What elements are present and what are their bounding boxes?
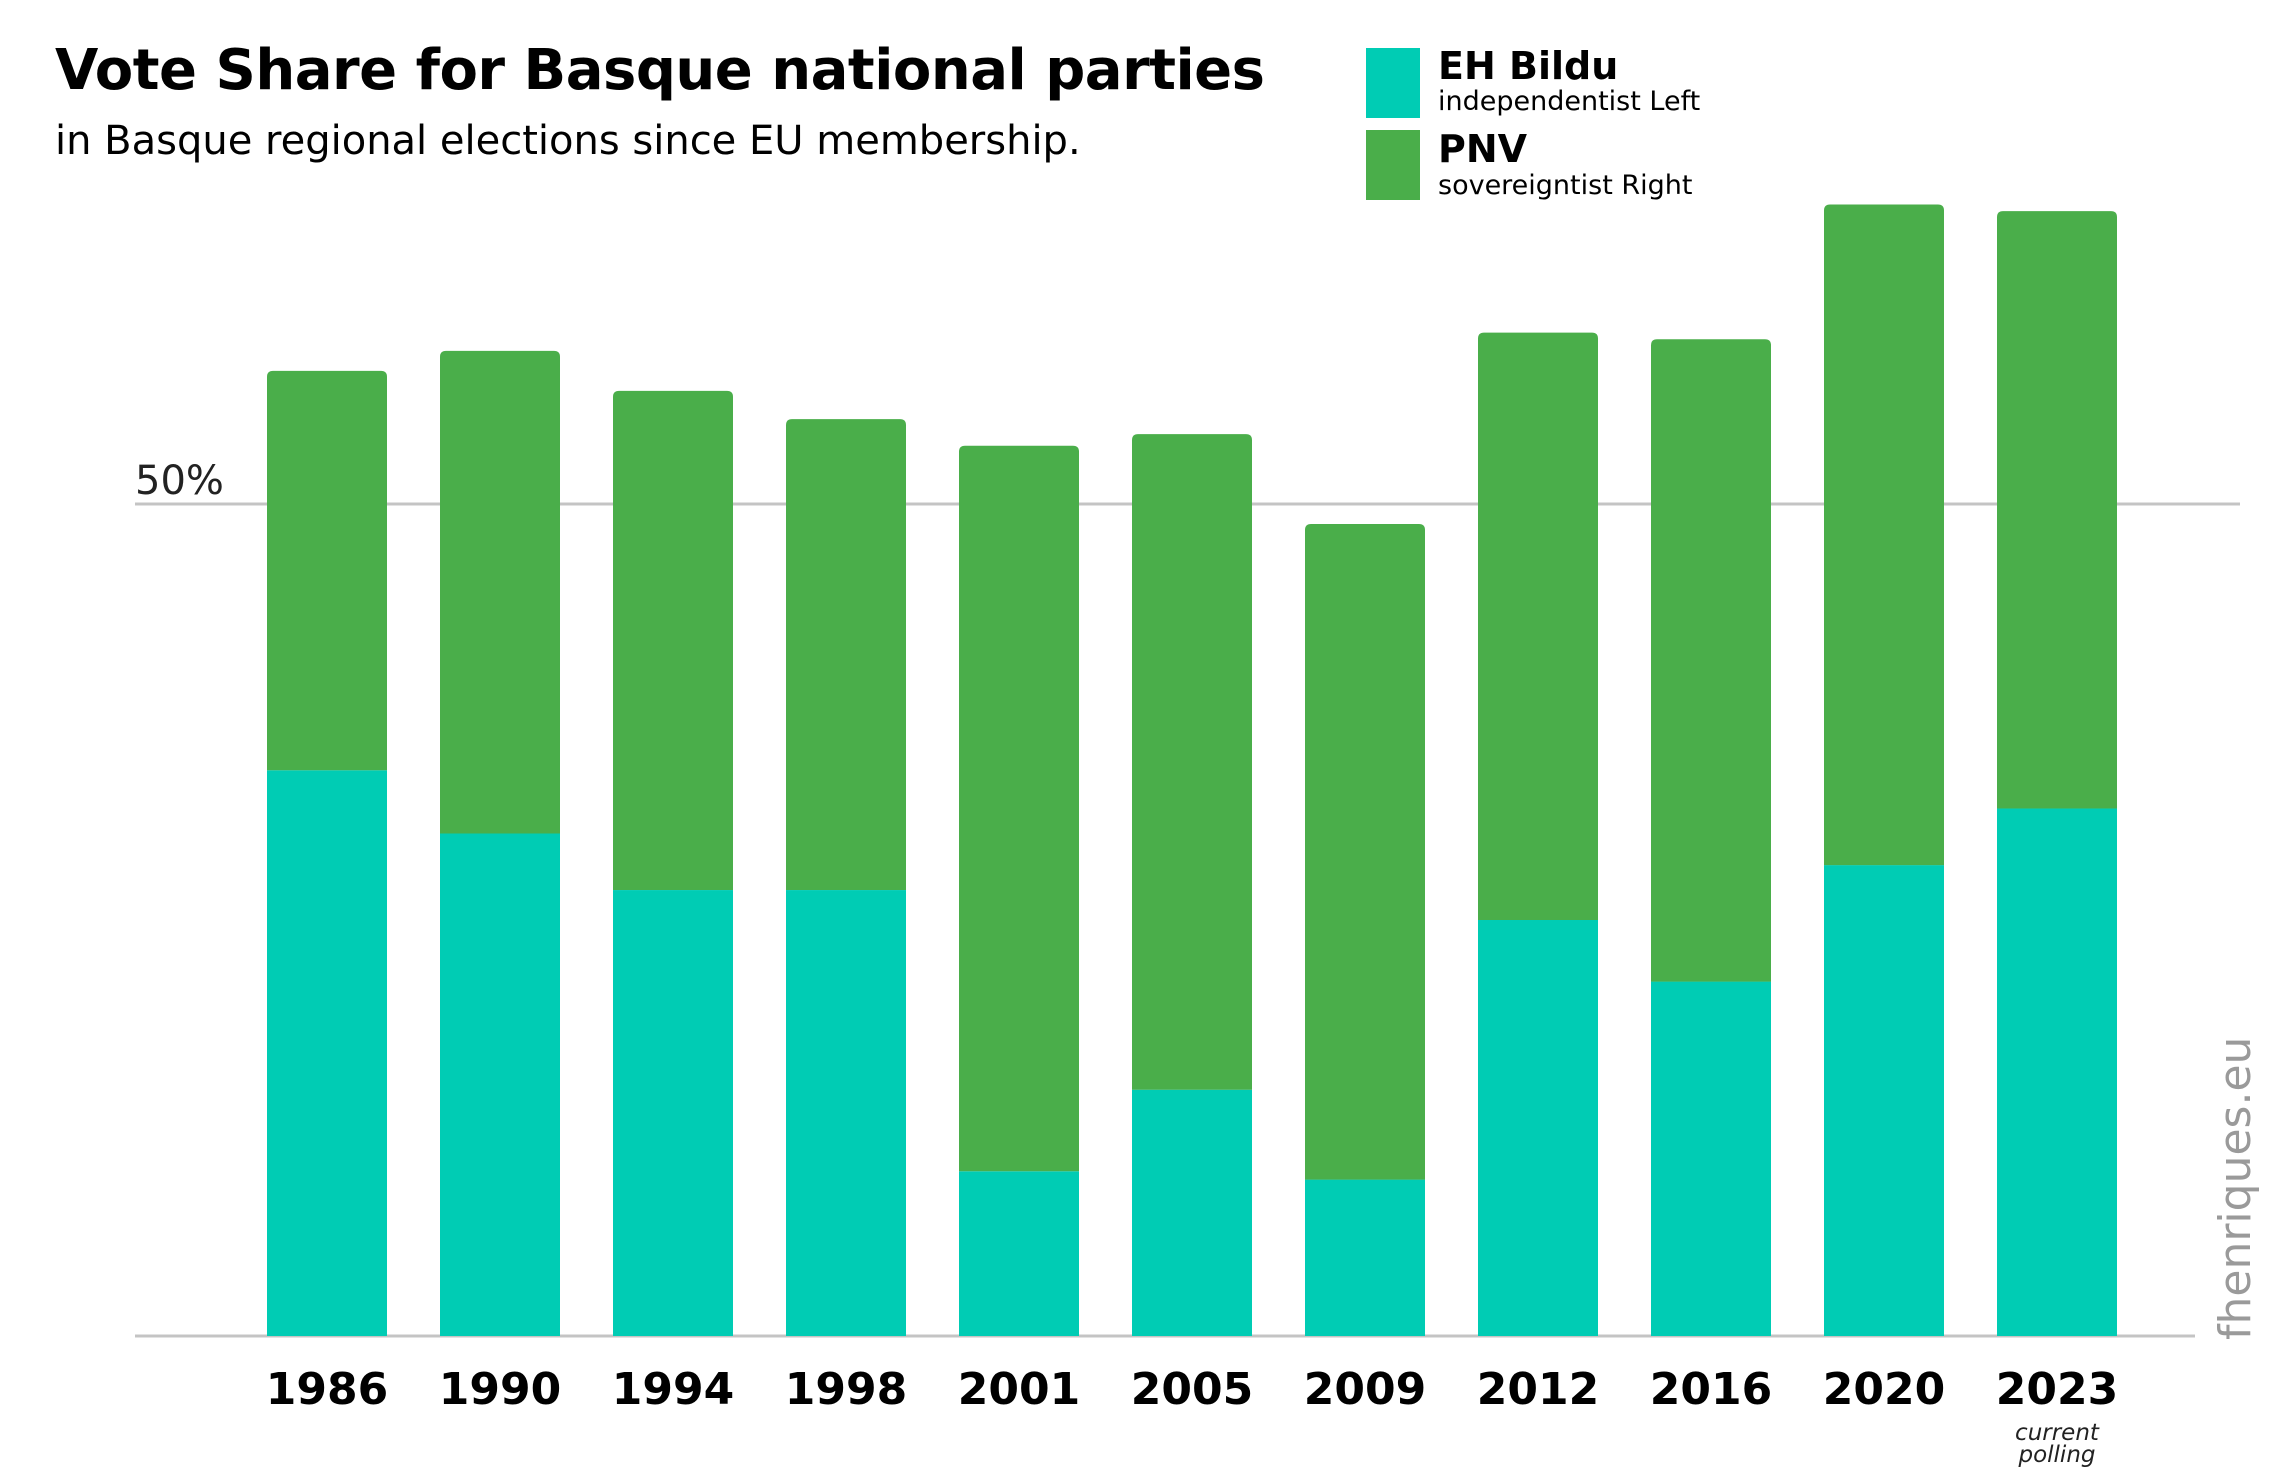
bar-eh-bildu-2023	[1997, 808, 2117, 1336]
x-tick-label-2020: 2020	[1823, 1364, 1945, 1415]
bar-eh-bildu-2001	[959, 1171, 1079, 1336]
bar-pnv-1998	[786, 419, 906, 891]
bar-pnv-1994	[613, 390, 733, 891]
bar-eh-bildu-1986	[267, 770, 387, 1336]
bar-pnv-2016	[1651, 339, 1771, 982]
x-tick-label-1994: 1994	[612, 1364, 734, 1415]
x-tick-label-2016: 2016	[1650, 1364, 1772, 1415]
legend-desc-pnv: sovereigntist Right	[1438, 170, 1693, 201]
chart-title: Vote Share for Basque national parties	[55, 38, 1265, 103]
watermark: fhenriques.eu	[2210, 1036, 2261, 1340]
bar-eh-bildu-2020	[1824, 865, 1944, 1336]
x-tick-label-1998: 1998	[785, 1364, 907, 1415]
bar-eh-bildu-2016	[1651, 981, 1771, 1336]
chart-subtitle: in Basque regional elections since EU me…	[55, 118, 1081, 164]
bar-eh-bildu-1990	[440, 833, 560, 1336]
bar-eh-bildu-2009	[1305, 1179, 1425, 1336]
bar-eh-bildu-2012	[1478, 920, 1598, 1336]
bar-pnv-2001	[959, 445, 1079, 1172]
x-tick-label-1990: 1990	[439, 1364, 561, 1415]
bar-eh-bildu-2005	[1132, 1089, 1252, 1336]
x-tick-label-2009: 2009	[1304, 1364, 1426, 1415]
bar-pnv-2005	[1132, 434, 1252, 1090]
legend-label-eh-bildu: EH Bildu	[1438, 44, 1619, 88]
x-tick-label-2005: 2005	[1131, 1364, 1253, 1415]
x-tick-note-2023-1: polling	[2017, 1442, 2095, 1468]
bar-eh-bildu-1998	[786, 890, 906, 1336]
x-tick-label-2001: 2001	[958, 1364, 1080, 1415]
legend-swatch-pnv	[1366, 130, 1420, 200]
x-tick-label-2012: 2012	[1477, 1364, 1599, 1415]
bar-pnv-1990	[440, 350, 560, 834]
x-tick-note-2023-0: current	[2015, 1420, 2100, 1446]
y-tick-label-50: 50%	[135, 458, 224, 504]
legend-swatch-eh-bildu	[1366, 48, 1420, 118]
bar-pnv-2020	[1824, 204, 1944, 866]
bar-pnv-2012	[1478, 332, 1598, 920]
legend-label-pnv: PNV	[1438, 127, 1528, 171]
bar-pnv-2023	[1997, 211, 2117, 809]
bar-pnv-1986	[267, 370, 387, 771]
legend-desc-eh-bildu: independentist Left	[1438, 86, 1701, 117]
bar-pnv-2009	[1305, 523, 1425, 1180]
x-tick-label-2023: 2023	[1996, 1364, 2118, 1415]
bar-eh-bildu-1994	[613, 890, 733, 1336]
x-tick-label-1986: 1986	[266, 1364, 388, 1415]
